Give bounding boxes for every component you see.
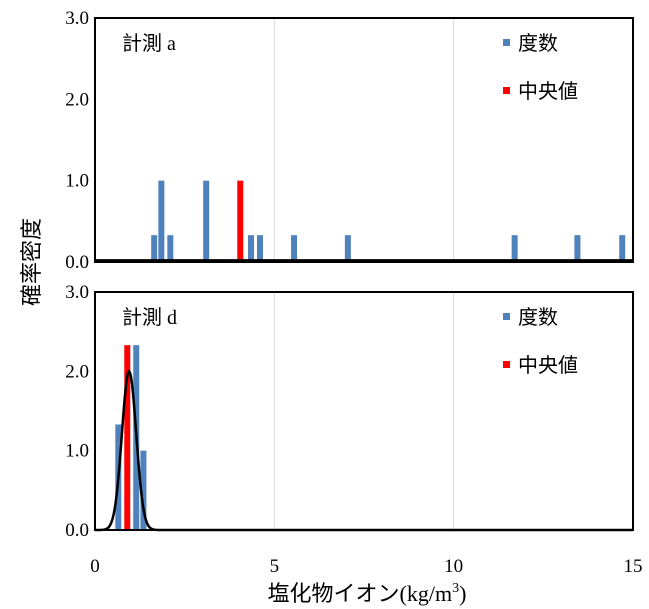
plot-frame xyxy=(94,17,634,263)
panel-label: 計測 a xyxy=(122,32,176,55)
frequency-bar xyxy=(619,235,626,262)
frequency-bar xyxy=(248,235,255,262)
frequency-bar xyxy=(511,235,518,262)
x-tick-label: 0 xyxy=(90,556,100,577)
median-bar xyxy=(237,180,244,262)
y-tick-label: 0.0 xyxy=(65,520,89,541)
plot-frame xyxy=(94,291,634,531)
median-bar xyxy=(124,345,131,530)
frequency-bar xyxy=(344,235,351,262)
frequency-bar xyxy=(203,180,210,262)
legend-swatch-median xyxy=(503,361,510,368)
x-axis-title-close: ) xyxy=(459,581,466,606)
frequency-bar xyxy=(167,235,174,262)
y-axis-title: 確率密度 xyxy=(19,218,44,306)
legend-swatch-frequency xyxy=(503,313,510,320)
distribution-curve xyxy=(95,369,633,532)
y-tick-label: 0.0 xyxy=(65,252,89,273)
y-tick-label: 1.0 xyxy=(65,441,89,462)
frequency-bar xyxy=(140,450,147,530)
legend-label-median: 中央値 xyxy=(518,354,578,377)
x-axis-title-main: 塩化物イオン(kg/m xyxy=(268,581,453,606)
y-tick-label: 3.0 xyxy=(65,8,89,29)
legend-label-frequency: 度数 xyxy=(518,306,558,329)
panel-label: 計測 d xyxy=(122,306,177,329)
legend-swatch-frequency xyxy=(503,39,510,46)
legend-label-frequency: 度数 xyxy=(518,32,558,55)
frequency-bar xyxy=(151,235,158,262)
x-axis-title: 塩化物イオン(kg/m3) xyxy=(268,581,467,606)
frequency-bar xyxy=(158,180,165,262)
y-tick-label: 1.0 xyxy=(65,171,89,192)
y-tick-label: 3.0 xyxy=(65,282,89,303)
frequency-bar xyxy=(574,235,581,262)
y-tick-label: 2.0 xyxy=(65,89,89,110)
x-axis-title-superscript: 3 xyxy=(452,581,459,596)
x-tick-label: 15 xyxy=(624,556,643,577)
frequency-bar xyxy=(291,235,298,262)
legend-swatch-median xyxy=(503,87,510,94)
x-tick-label: 10 xyxy=(444,556,463,577)
x-tick-label: 5 xyxy=(270,556,280,577)
x-axis: 0 5 10 15 xyxy=(90,556,642,577)
frequency-bar xyxy=(256,235,263,262)
y-tick-label: 2.0 xyxy=(65,361,89,382)
legend-label-median: 中央値 xyxy=(518,80,578,103)
